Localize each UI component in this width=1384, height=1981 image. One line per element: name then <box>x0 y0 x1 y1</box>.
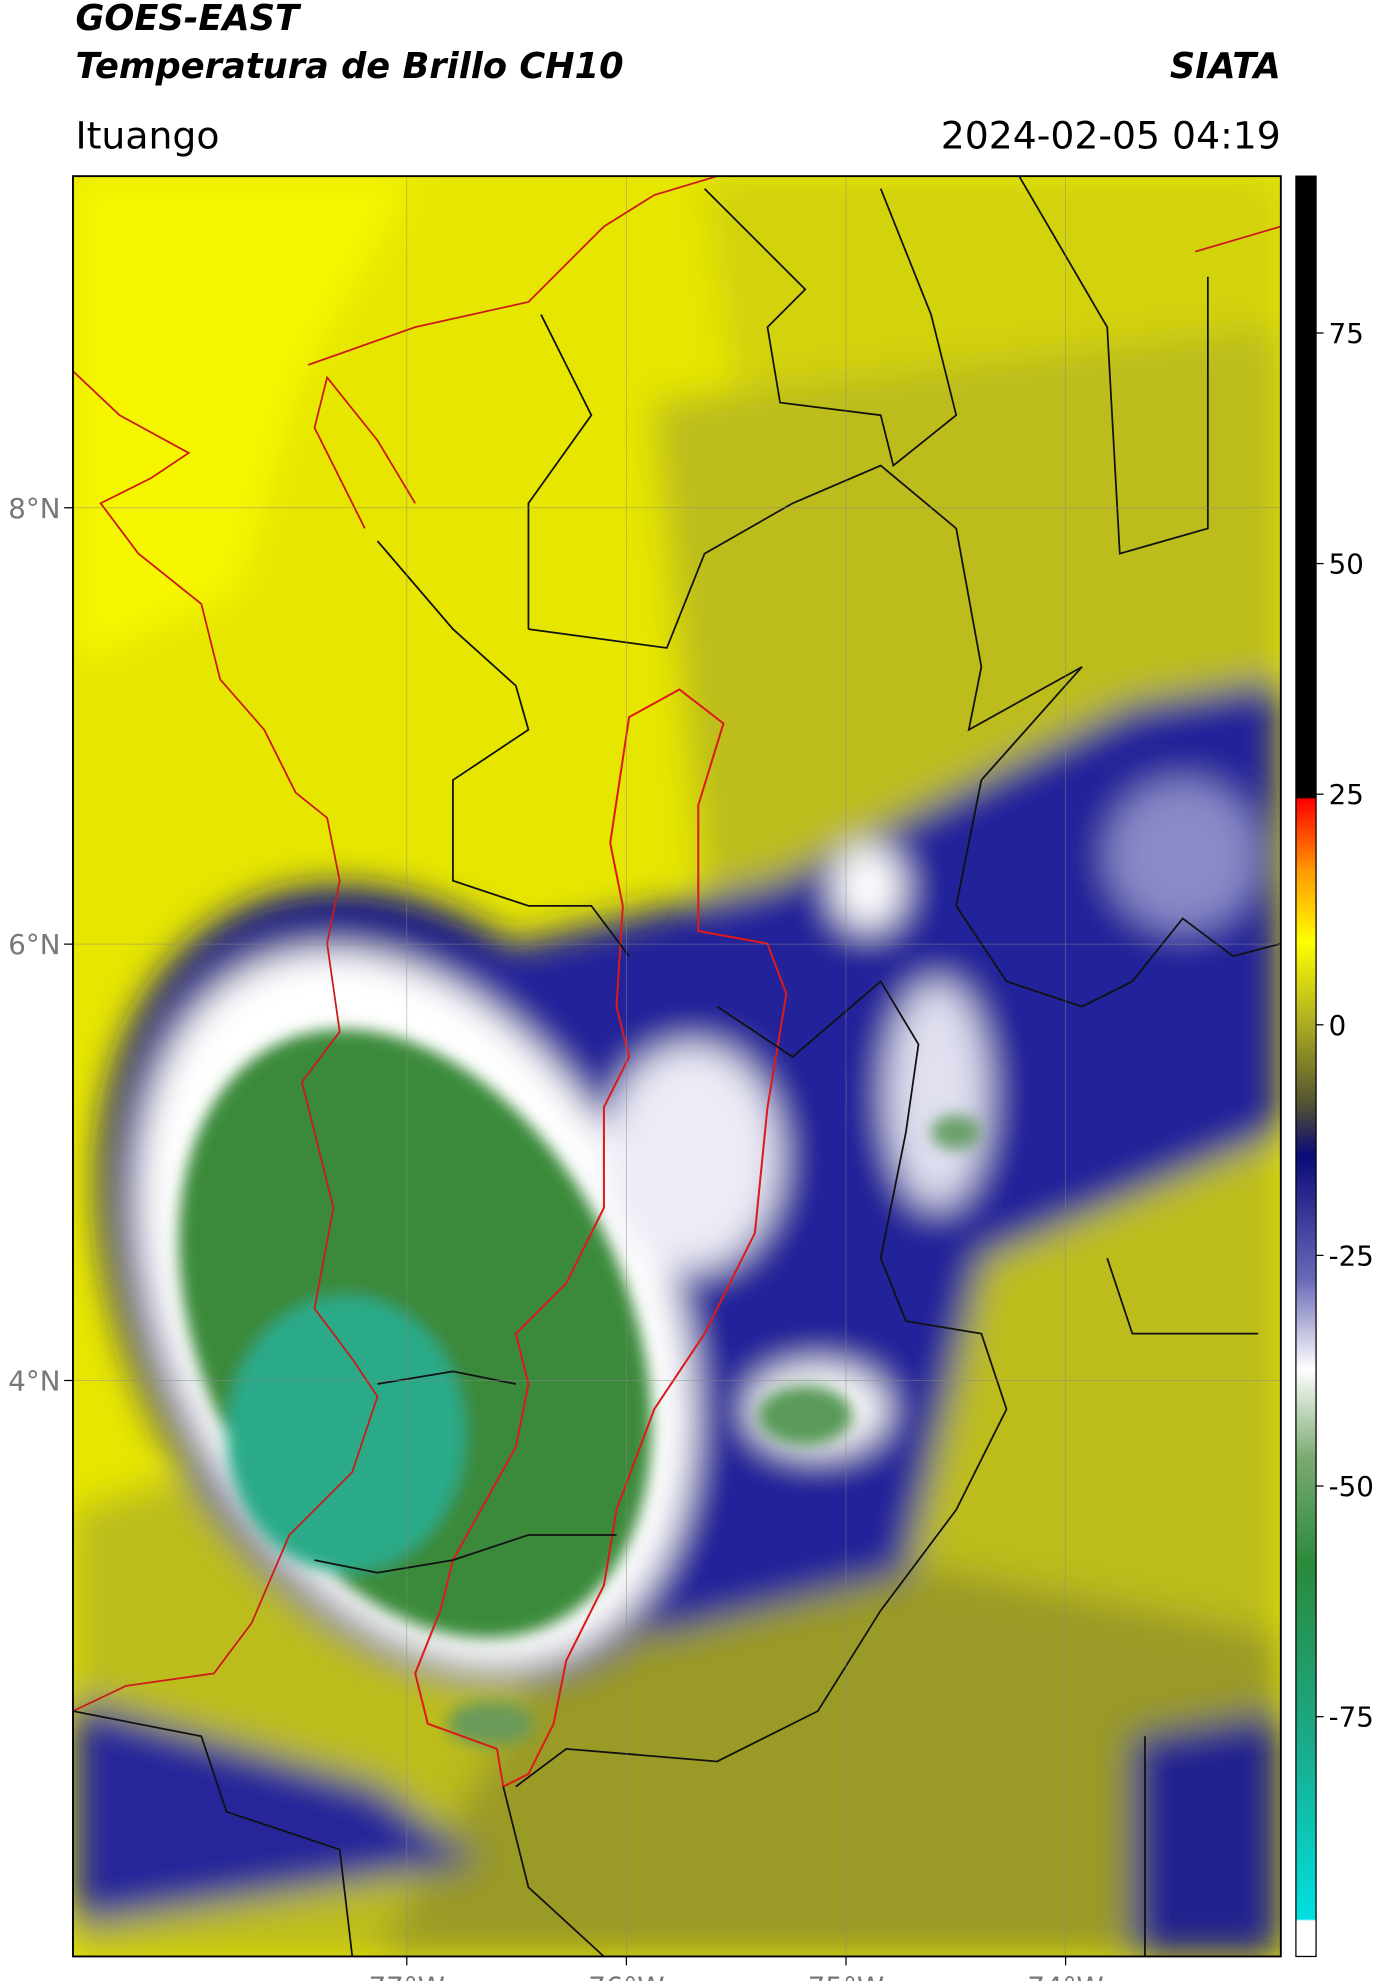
lat-tick-label: 8°N <box>8 492 60 525</box>
subtitle: Temperatura de Brillo CH10 <box>75 46 623 87</box>
imagery <box>72 176 1281 1957</box>
datetime: 2024-02-05 04:19 <box>941 113 1281 157</box>
lon-tick-label: 75°W <box>808 1971 884 1981</box>
coastline <box>72 176 1281 1712</box>
colorbar-tick-label: 50 <box>1329 548 1364 581</box>
lat-tick-label: 4°N <box>8 1365 60 1398</box>
lon-tick-label: 76°W <box>588 1971 664 1981</box>
colorbar-tick-label: 75 <box>1329 317 1364 350</box>
source: SIATA <box>1170 46 1281 87</box>
cold-tops <box>178 1029 982 1747</box>
lat-tick-label: 6°N <box>8 928 60 961</box>
map-frame <box>72 175 1282 1958</box>
title: GOES-EAST <box>75 0 302 39</box>
colorbar-tick-label: -25 <box>1329 1239 1374 1272</box>
lon-tick-label: 74°W <box>1027 1971 1103 1981</box>
colorbar <box>1295 175 1317 1958</box>
graticule <box>72 176 1281 1957</box>
colorbar-tick-label: -50 <box>1329 1470 1374 1503</box>
colorbar-tick-label: 0 <box>1329 1009 1347 1042</box>
admin-borders <box>72 176 1281 1957</box>
colorbar-tick-label: 25 <box>1329 778 1364 811</box>
lon-tick-label: 77°W <box>369 1971 445 1981</box>
location: Ituango <box>75 113 219 157</box>
colorbar-tick-label: -75 <box>1329 1701 1374 1734</box>
